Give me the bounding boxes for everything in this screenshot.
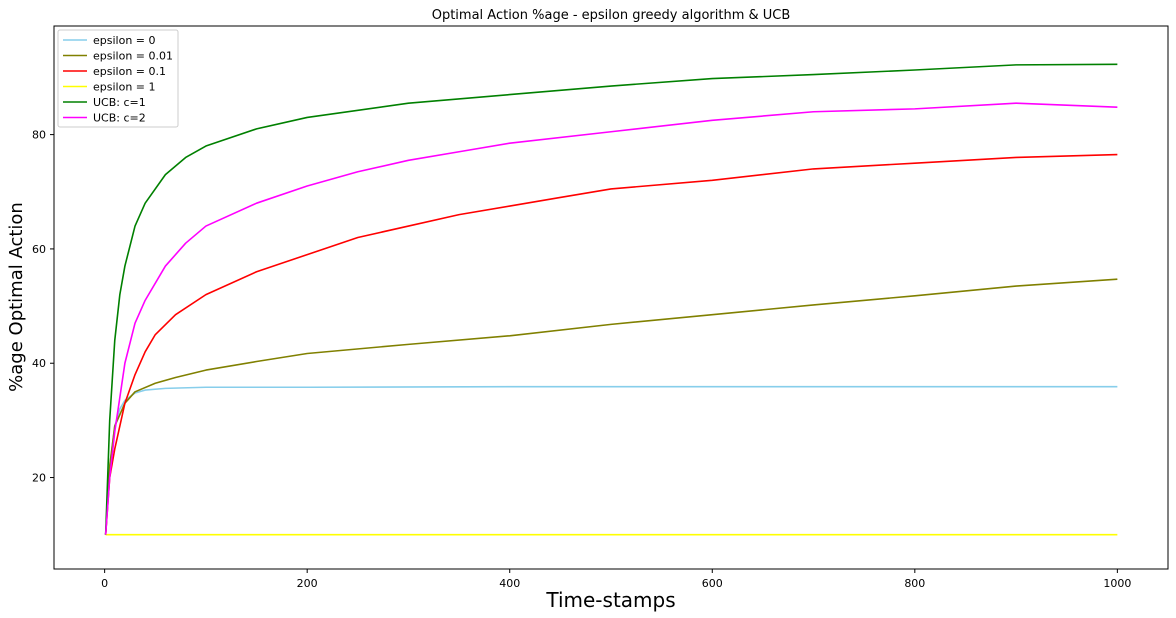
x-tick-label-2: 400 (499, 577, 520, 590)
x-tick-label-0: 0 (101, 577, 108, 590)
legend-label-5: UCB: c=2 (93, 112, 146, 125)
legend-label-4: UCB: c=1 (93, 96, 146, 109)
chart-title: Optimal Action %age - epsilon greedy alg… (432, 8, 791, 23)
legend-label-0: epsilon = 0 (93, 34, 156, 47)
legend: epsilon = 0 epsilon = 0.01 epsilon = 0.1 ep… (57, 29, 179, 128)
series-line-0 (104, 385, 1118, 535)
y-tick-label-2: 60 (32, 243, 46, 256)
series-layer (104, 63, 1118, 536)
y-axis-label: %age Optimal Action (6, 202, 27, 392)
y-tick-label-1: 40 (32, 357, 46, 370)
x-axis-label: Time-stamps (545, 588, 675, 612)
y-tick-label-3: 80 (32, 129, 46, 142)
legend-items: epsilon = 0 epsilon = 0.01 epsilon = 0.1 ep… (63, 34, 173, 125)
legend-box (57, 29, 179, 128)
legend-label-1: epsilon = 0.01 (93, 50, 173, 63)
x-tick-label-1: 200 (297, 577, 318, 590)
legend-label-3: epsilon = 1 (93, 81, 156, 94)
legend-label-2: epsilon = 0.1 (93, 65, 166, 78)
series-line-1 (104, 278, 1118, 535)
x-axis-ticks: 0 200 400 600 800 1000 (101, 569, 1131, 590)
series-line-2 (104, 153, 1118, 535)
x-tick-label-5: 1000 (1103, 577, 1131, 590)
series-line-5 (104, 102, 1118, 535)
plot-frame (53, 25, 1169, 570)
y-axis-ticks: 20 40 60 80 (32, 129, 54, 485)
series-line-4 (104, 63, 1118, 535)
y-tick-label-0: 20 (32, 472, 46, 485)
x-tick-label-3: 600 (702, 577, 723, 590)
x-tick-label-4: 800 (904, 577, 925, 590)
